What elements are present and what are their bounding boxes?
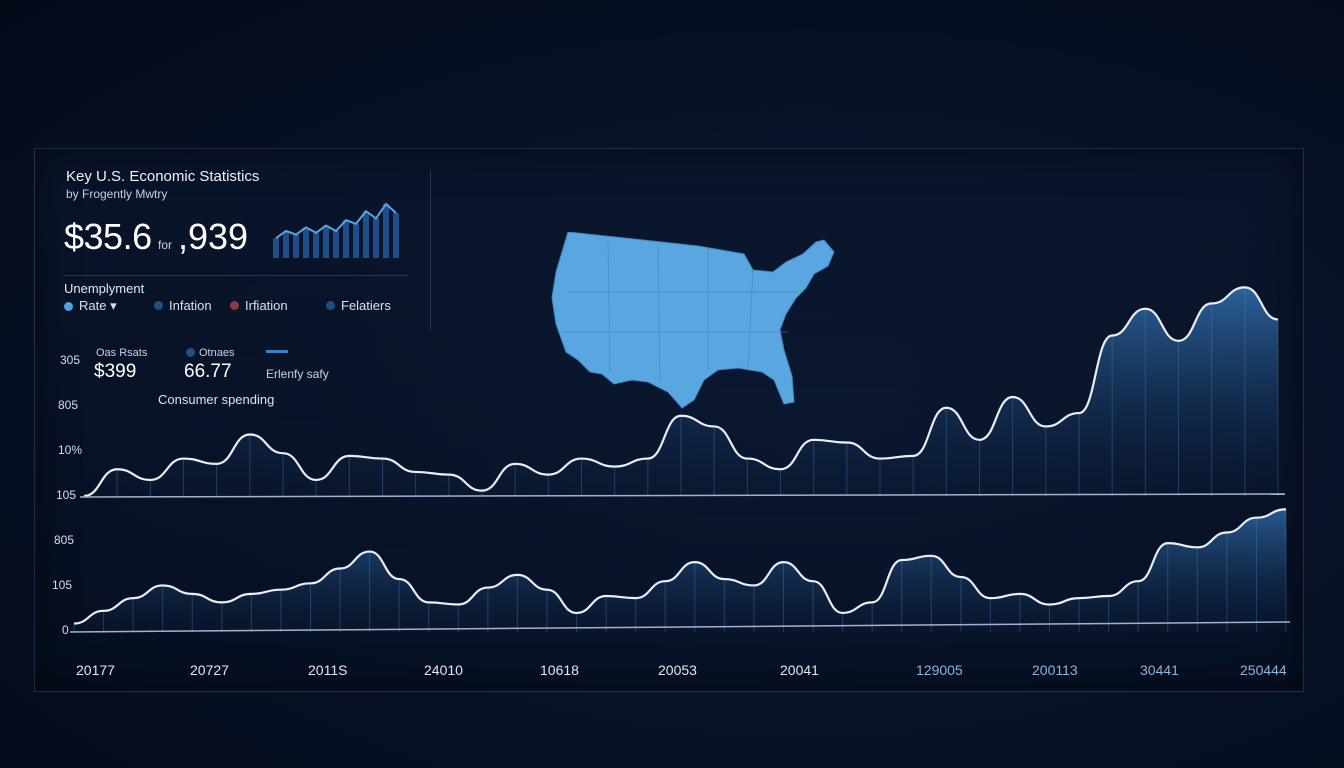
y-tick: 105: [52, 578, 73, 592]
legend-item-inflation[interactable]: Infation: [154, 298, 212, 313]
legend-dot-icon: [64, 301, 73, 311]
legend-item-relatives[interactable]: Felatiers: [326, 298, 391, 313]
headline-value: $35.6: [64, 216, 152, 257]
legend-label: Rate ▾: [79, 298, 117, 313]
stat-two-value: 66.77: [184, 361, 232, 382]
x-tick: 20041: [780, 662, 819, 678]
legend-label: Infation: [169, 298, 212, 313]
legend-dot-icon: [154, 301, 163, 310]
lower-baseline: [69, 621, 1291, 633]
spark-bar: [333, 231, 339, 258]
x-tick: 200113: [1032, 662, 1078, 678]
lower-series-area: [74, 509, 1286, 632]
x-tick: 20053: [658, 662, 697, 678]
y-tick: 105: [56, 488, 77, 502]
unemployment-label: Unemplyment: [64, 281, 145, 296]
summary-divider: [64, 275, 408, 276]
sparkline-chart: [273, 202, 399, 258]
stat-one-label: Oas Rsats: [96, 347, 148, 359]
stat-two-label: Otnaes: [199, 347, 235, 359]
spark-line: [275, 202, 397, 240]
lower-series-line: [73, 508, 1287, 625]
upper-series: [83, 286, 1279, 498]
lower-series: [73, 508, 1287, 632]
legend-label: Felatiers: [341, 298, 391, 313]
legend-dot-icon: [326, 301, 335, 310]
upper-series-line: [83, 286, 1279, 498]
x-tick: 24010: [424, 662, 463, 678]
x-tick: 129005: [916, 662, 963, 678]
x-tick: 20727: [190, 662, 229, 678]
stat-one-value: $399: [94, 361, 137, 382]
spark-bar: [303, 227, 309, 258]
y-tick: 0: [62, 623, 69, 637]
x-tick: 30441: [1140, 662, 1179, 678]
upper-baseline: [79, 493, 1286, 498]
y-tick: 805: [54, 533, 75, 547]
page-title: Key U.S. Economic Statistics: [66, 168, 260, 185]
us-state-lines: [562, 241, 798, 383]
legend-dot-icon: [230, 301, 239, 310]
headline-value-secondary: ,939: [178, 216, 249, 257]
stat-three-line-icon: [266, 350, 288, 353]
upper-series-area: [84, 287, 1278, 496]
spark-bar: [363, 211, 369, 258]
spark-bar: [313, 232, 319, 258]
spark-bar: [373, 218, 379, 258]
header-divider: [430, 170, 431, 330]
spark-bar: [393, 213, 399, 258]
spark-bar: [273, 238, 279, 258]
legend-item-rate[interactable]: Rate ▾: [64, 298, 117, 314]
spark-bar: [343, 220, 349, 258]
consumer-spending-label: Consumer spending: [158, 392, 275, 407]
us-map-icon: [551, 232, 835, 409]
x-tick: 10618: [540, 662, 579, 678]
y-tick: 10%: [58, 443, 83, 457]
x-tick: 2011S: [308, 662, 348, 678]
legend-item-inflation-2[interactable]: Irfiation: [230, 298, 288, 313]
us-shape: [551, 232, 835, 409]
y-tick: 305: [60, 353, 81, 367]
stat-three-label: Erlenfy safy: [266, 367, 329, 381]
spark-bar: [353, 223, 359, 258]
stat-two-dot-icon: [186, 348, 195, 357]
x-tick: 250444: [1240, 662, 1287, 678]
spark-bar: [323, 225, 329, 258]
spark-bar: [283, 231, 289, 258]
spark-bar: [383, 204, 389, 258]
spark-bar: [293, 234, 299, 258]
x-tick: 20177: [76, 662, 115, 678]
y-tick: 805: [58, 398, 79, 412]
headline-connector: for: [158, 238, 173, 252]
legend-label: Irfiation: [245, 298, 288, 313]
page-subtitle: by Frogently Mwtry: [66, 187, 168, 201]
